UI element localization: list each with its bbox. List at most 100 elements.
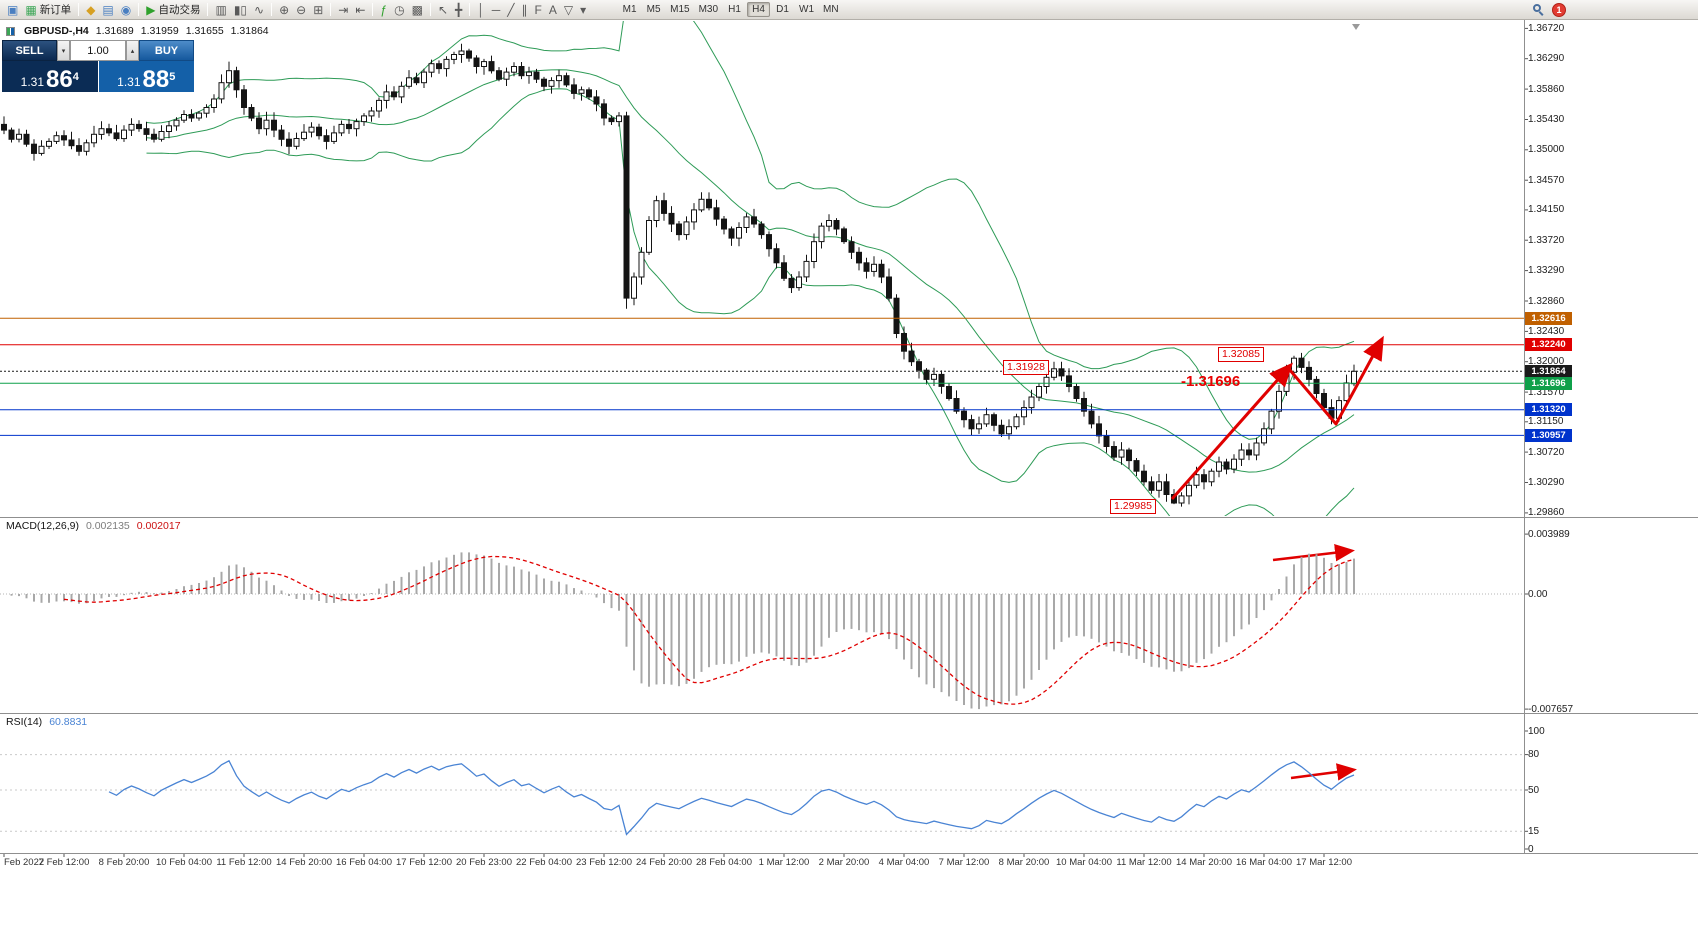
timeframe-d1-button[interactable]: D1 — [776, 4, 789, 15]
time-axis-label: 7 Mar 12:00 — [938, 857, 990, 868]
macd-axis-label: 0.003989 — [1528, 528, 1570, 540]
rsi-axis-label: 15 — [1528, 825, 1540, 837]
favorites-icon[interactable]: ◆ — [83, 1, 98, 18]
timeframe-w1-button[interactable]: W1 — [799, 4, 815, 15]
candlestick-chart-icon: ▮▯ — [233, 2, 248, 17]
quotes-icon[interactable]: ▤ — [99, 1, 116, 18]
price-axis-label: 1.30720 — [1528, 446, 1565, 458]
zoom-in-button[interactable]: ⊕ — [276, 1, 292, 18]
timeframe-h4-button[interactable]: H4 — [747, 2, 771, 17]
community-icon-icon: ◉ — [120, 2, 132, 17]
sell-price-panel[interactable]: 1.31 86 4 — [2, 61, 98, 92]
timeframe-m5-button[interactable]: M5 — [646, 4, 661, 15]
rsi-axis-label: 100 — [1528, 725, 1545, 737]
price-annotation[interactable]: 1.32085 — [1218, 347, 1264, 362]
rsi-axis-label: 50 — [1528, 784, 1540, 796]
timeframe-m15-button[interactable]: M15 — [670, 4, 690, 15]
volume-input[interactable] — [70, 40, 126, 61]
periods-button[interactable]: ◷ — [391, 1, 407, 18]
search-icon[interactable] — [1533, 4, 1544, 16]
timeframe-h1-button[interactable]: H1 — [728, 4, 741, 15]
auto-scroll-icon: ⇥ — [338, 2, 349, 17]
ask-prefix: 1.31 — [117, 75, 141, 89]
window-icon[interactable]: ▣ — [4, 1, 21, 18]
timeframe-m1-button[interactable]: M1 — [622, 4, 637, 15]
candlestick-chart-button[interactable]: ▮▯ — [231, 1, 250, 18]
favorites-icon-icon: ◆ — [86, 2, 96, 17]
panel-separator[interactable] — [0, 517, 1698, 518]
trendline-button[interactable]: ╱ — [504, 1, 517, 18]
price-annotation-large[interactable]: -1.31696 — [1181, 373, 1241, 390]
horizontal-line-icon: ─ — [491, 2, 501, 17]
rsi-axis[interactable] — [1524, 714, 1698, 853]
price-axis-label: 1.34150 — [1528, 204, 1565, 216]
bid-pip: 4 — [72, 71, 79, 83]
indicators-button[interactable]: ƒ — [377, 1, 390, 18]
templates-icon: ▩ — [411, 2, 423, 17]
buy-price-panel[interactable]: 1.31 88 5 — [98, 61, 194, 93]
new-order-icon: ▦ — [25, 2, 37, 17]
search-handle — [1538, 11, 1544, 16]
line-chart-button[interactable]: ∿ — [251, 1, 267, 18]
price-annotation[interactable]: 1.29985 — [1110, 499, 1156, 514]
timeframe-mn-button[interactable]: MN — [823, 4, 839, 15]
horizontal-line-button[interactable]: ─ — [489, 1, 504, 18]
tile-windows-button[interactable]: ⊞ — [310, 1, 326, 18]
zoom-in-icon: ⊕ — [279, 2, 290, 17]
indicators-icon: ƒ — [380, 2, 388, 17]
panel-separator[interactable] — [0, 713, 1698, 714]
macd-axis-label: 0.00 — [1528, 588, 1548, 600]
chart-shift-button[interactable]: ⇤ — [352, 1, 368, 18]
time-axis-label: 28 Feb 04:00 — [696, 857, 752, 868]
macd-value: 0.002135 — [85, 520, 130, 532]
zoom-out-button[interactable]: ⊖ — [293, 1, 309, 18]
macd-signal-value: 0.002017 — [136, 520, 181, 532]
price-axis-label: 1.32430 — [1528, 325, 1565, 337]
macd-panel-title: MACD(12,26,9) 0.002135 0.002017 — [6, 520, 181, 532]
auto-scroll-button[interactable]: ⇥ — [335, 1, 351, 18]
chart-shift-marker[interactable] — [1352, 24, 1360, 30]
text-button[interactable]: A — [546, 1, 560, 18]
current-price-tag: 1.31864 — [1525, 364, 1572, 378]
price-axis-label: 1.29860 — [1528, 507, 1565, 519]
fibonacci-button[interactable]: F — [531, 1, 544, 18]
time-axis-separator — [0, 853, 1698, 854]
ohlc-open: 1.31689 — [95, 25, 134, 37]
community-icon[interactable]: ◉ — [118, 1, 134, 18]
time-axis-label: 24 Feb 20:00 — [636, 857, 692, 868]
price-annotation[interactable]: 1.31928 — [1003, 360, 1049, 375]
window-icon-icon: ▣ — [7, 2, 19, 17]
ask-pip: 5 — [169, 71, 176, 83]
trendline-icon: ╱ — [507, 2, 515, 17]
time-axis-label: Feb 2022 — [4, 857, 45, 868]
toolbar: ▣ ▦ 新订单 ◆ ▤ ◉ ▶ 自动交易 ▥ ▮▯ ∿ ⊕ ⊖ ⊞ ⇥ ⇤ ƒ ◷ ▩ ↖ ╋ │ ─ ╱ ∥ F A ▽ ▾ M1 M5 M… — [0, 0, 1698, 20]
crosshair-button[interactable]: ╋ — [452, 1, 465, 18]
arrows-button[interactable]: ▽ — [561, 1, 576, 18]
ask-big: 88 — [142, 66, 170, 93]
channel-button[interactable]: ∥ — [518, 1, 530, 18]
macd-axis[interactable] — [1524, 519, 1698, 712]
ohlc-high: 1.31959 — [140, 25, 179, 37]
volume-decrease-button[interactable]: ▾ — [57, 40, 70, 61]
buy-button[interactable]: BUY — [139, 40, 194, 61]
notification-badge[interactable]: 1 — [1552, 2, 1566, 17]
text-icon: A — [548, 2, 557, 17]
cursor-button[interactable]: ↖ — [435, 1, 451, 18]
price-axis-label: 1.31570 — [1528, 386, 1565, 398]
templates-button[interactable]: ▩ — [409, 1, 426, 18]
vertical-line-button[interactable]: │ — [474, 1, 488, 18]
price-axis-label: 1.35860 — [1528, 83, 1565, 95]
timeframe-toolbar: M1 M5 M15 M30 H1 H4 D1 W1 MN — [618, 2, 842, 17]
ohlc-low: 1.31655 — [185, 25, 224, 37]
volume-increase-button[interactable]: ▴ — [126, 40, 139, 61]
bars-chart-button[interactable]: ▥ — [212, 1, 229, 18]
sell-button[interactable]: SELL — [2, 40, 57, 61]
bid-prefix: 1.31 — [20, 75, 45, 89]
new-order-button[interactable]: ▦ 新订单 — [22, 1, 74, 18]
toolbar-separator — [138, 3, 140, 16]
autotrading-button[interactable]: ▶ 自动交易 — [143, 1, 203, 18]
timeframe-m30-button[interactable]: M30 — [698, 4, 719, 15]
shapes-button[interactable]: ▾ — [577, 1, 589, 18]
time-axis-label: 1 Mar 12:00 — [758, 857, 810, 868]
